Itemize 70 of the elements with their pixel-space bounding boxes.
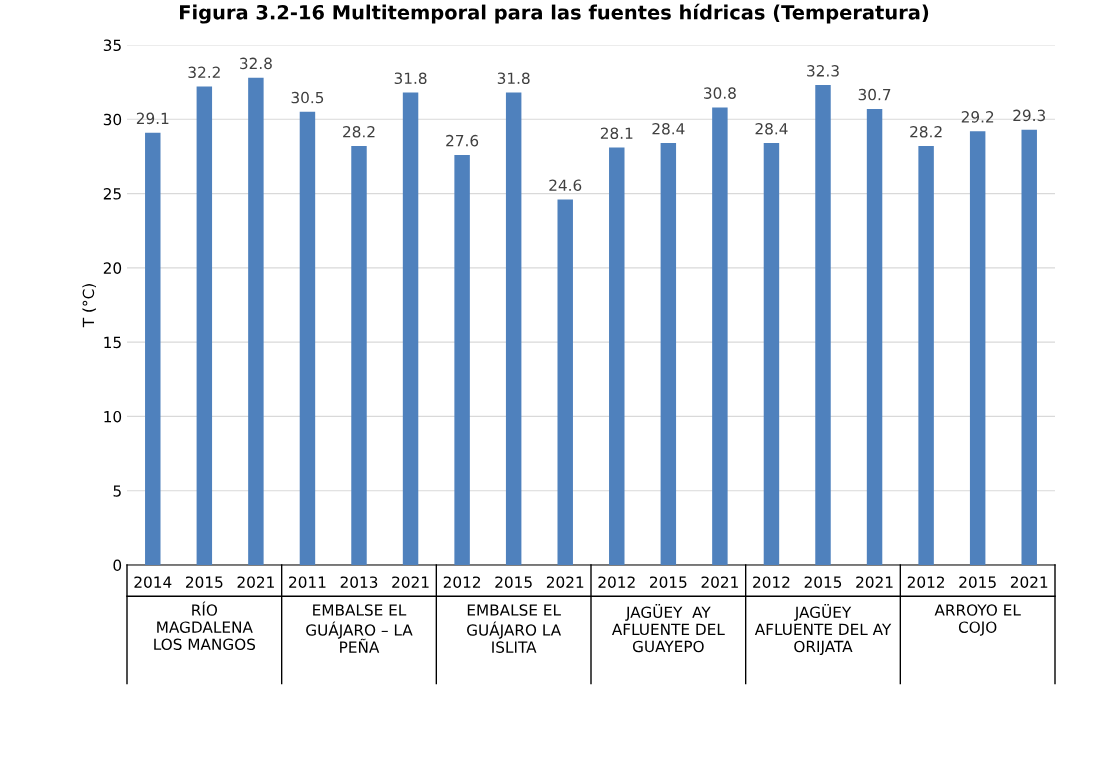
data-label: 32.8 [240,57,272,70]
data-label: 31.8 [497,72,530,85]
data-label: 29.3 [1013,109,1046,122]
y-tick-label: 35 [103,39,121,52]
x-tick-label: 2011 [289,576,326,588]
x-tick-label: 2014 [134,576,172,588]
y-axis-title: T (°C) [82,284,96,328]
text: EMBALSE EL GUÁJARO – LA PEÑA [306,604,413,653]
data-label: 24.6 [549,179,582,191]
bar [815,85,831,565]
bar [969,131,986,565]
y-tick-label: 20 [103,262,122,274]
bar [402,92,419,565]
x-tick-label: 2012 [443,576,481,588]
bar [299,111,316,565]
x-tick-label: 2013 [340,576,378,588]
data-label: 32.2 [188,66,220,79]
bar [248,77,264,565]
x-tick-label: 2015 [495,576,532,588]
bar [1021,129,1037,565]
bar [454,154,470,565]
data-label: 32.3 [807,65,839,77]
x-tick-label: 2015 [186,576,223,588]
x-tick-label: 2012 [753,576,790,588]
bar [866,108,883,565]
bar [145,132,161,565]
bar [763,143,780,565]
data-label: 30.8 [704,87,736,99]
data-label: 29.1 [136,112,169,125]
x-tick-label: 2021 [856,576,893,588]
x-tick-label: 2015 [959,576,996,588]
data-label: 28.2 [910,125,942,138]
data-label: 31.8 [394,72,427,85]
bar [557,199,573,565]
bar [660,143,677,565]
x-tick-label: 2021 [237,576,274,588]
data-label: 27.6 [446,134,479,147]
y-tick-label: 0 [113,559,122,572]
data-label: 28.1 [600,127,633,139]
text: JAGÜEY AY AFLUENTE DEL GUAYEPO [611,603,725,653]
x-tick-label: 2021 [392,576,429,588]
x-tick-label: 2021 [701,576,738,588]
bar [918,146,934,565]
y-tick-label: 25 [103,188,121,200]
y-tick-label: 15 [104,336,121,349]
x-tick-label: 2021 [1010,576,1048,588]
bar [609,147,625,565]
data-label: 30.7 [858,88,891,101]
x-tick-label: 2015 [650,576,687,588]
x-tick-label: 2015 [804,576,842,588]
bar [712,107,728,565]
data-label: 30.5 [291,91,324,104]
bar [196,86,213,565]
y-tick-label: 30 [103,113,122,126]
text: EMBALSE EL GUÁJARO LA ISLITA [467,604,562,653]
data-label: 28.4 [755,122,788,135]
text: JAGÜEY AFLUENTE DEL AY ORIJATA [754,603,892,656]
data-label: 28.4 [652,122,685,135]
text: ARROYO EL COJO [934,604,1021,636]
data-label: 29.2 [961,111,994,123]
bar [351,146,367,565]
chart-title: Figura 3.2-16 Multitemporal para las fuentes hídricas (Temperatura) [180,3,929,24]
y-tick-label: 5 [113,485,121,497]
x-tick-label: 2012 [907,576,945,588]
y-tick-label: 10 [104,410,122,423]
x-tick-label: 2021 [546,576,584,588]
x-tick-label: 2012 [598,576,635,588]
data-label: 28.2 [343,125,375,138]
bar [505,92,522,565]
text: RÍO MAGDALENA LOS MANGOS [154,601,256,651]
